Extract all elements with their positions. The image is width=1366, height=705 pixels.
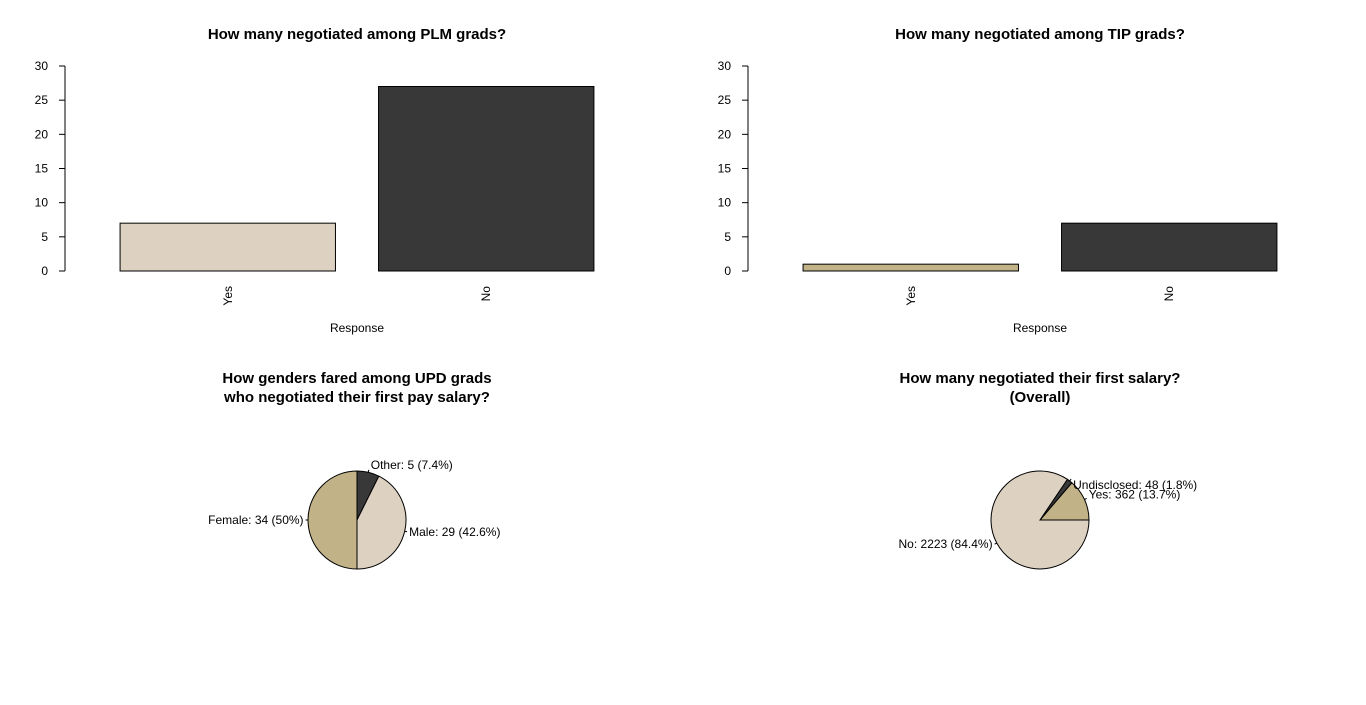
bar-no [378,86,595,272]
bars [119,86,595,272]
pie-label-tick [404,530,408,533]
pie-slice [307,470,358,570]
y-tick-label: 10 [35,196,49,210]
pie-slices [307,470,407,570]
pie-label: Male: 29 (42.6%) [409,525,500,539]
pie-slices [990,470,1090,570]
x-axis-label: Response [330,321,384,335]
x-tick-labels: Yes No [904,286,1176,306]
x-tick-labels: Yes No [221,286,493,306]
pie-labels: Yes: 362 (13.7%)Undisclosed: 48 (1.8%) No… [899,478,1198,551]
chart-title-line-2: who negotiated their first pay salary? [223,389,490,406]
y-tick-label: 20 [718,127,732,141]
plm-bar-chart: How many negotiated among PLM grads? 0 5 1… [35,26,595,335]
chart-title-line-2: (Overall) [1010,389,1071,406]
pie-label-tick [994,542,997,545]
overall-pie-chart: How many negotiated their first salary? … [899,370,1198,570]
pie-label: Female: 34 (50%) [208,513,303,527]
y-tick-label: 20 [35,127,49,141]
y-tick-label: 10 [718,196,732,210]
x-tick-label: No [479,286,493,302]
pie-labels: Other: 5 (7.4%) Male: 29 (42.6%) Female: 3… [208,458,500,539]
upd-gender-pie-chart: How genders fared among UPD grads who ne… [208,370,500,570]
y-tick-label: 5 [724,230,731,244]
bar-no [1061,222,1278,272]
y-tick-label: 5 [41,230,48,244]
chart-title-line-1: How genders fared among UPD grads [222,370,491,387]
bars [802,222,1278,272]
chart-title-line-1: How many negotiated their first salary? [900,370,1181,387]
pie-label: Other: 5 (7.4%) [371,458,453,472]
pie-label: Undisclosed: 48 (1.8%) [1073,478,1197,492]
y-axis: 0 5 10 15 20 25 30 [35,59,66,278]
y-tick-label: 15 [718,162,732,176]
pie-label-tick [367,469,370,473]
bar-yes [802,263,1019,272]
y-tick-label: 15 [35,162,49,176]
pie-slice [990,470,1090,570]
x-tick-label: Yes [221,286,235,306]
pie-slice [356,475,407,570]
y-axis: 0 5 10 15 20 25 30 [718,59,749,278]
y-tick-label: 0 [41,264,48,278]
tip-bar-chart: How many negotiated among TIP grads? 0 5 1… [718,26,1278,335]
pie-label: Yes: 362 (13.7%) [1089,487,1181,501]
pie-label: No: 2223 (84.4%) [899,537,993,551]
chart-title: How many negotiated among TIP grads? [895,26,1185,43]
y-tick-label: 25 [718,93,732,107]
y-tick-label: 25 [35,93,49,107]
pie-label-tick [1069,478,1072,482]
y-tick-label: 30 [35,59,49,73]
x-tick-label: Yes [904,286,918,306]
x-tick-label: No [1162,286,1176,302]
x-axis-label: Response [1013,321,1067,335]
pie-label-tick [1084,498,1087,500]
y-tick-label: 30 [718,59,732,73]
y-tick-label: 0 [724,264,731,278]
bar-yes [119,222,336,272]
chart-title: How many negotiated among PLM grads? [208,26,506,43]
